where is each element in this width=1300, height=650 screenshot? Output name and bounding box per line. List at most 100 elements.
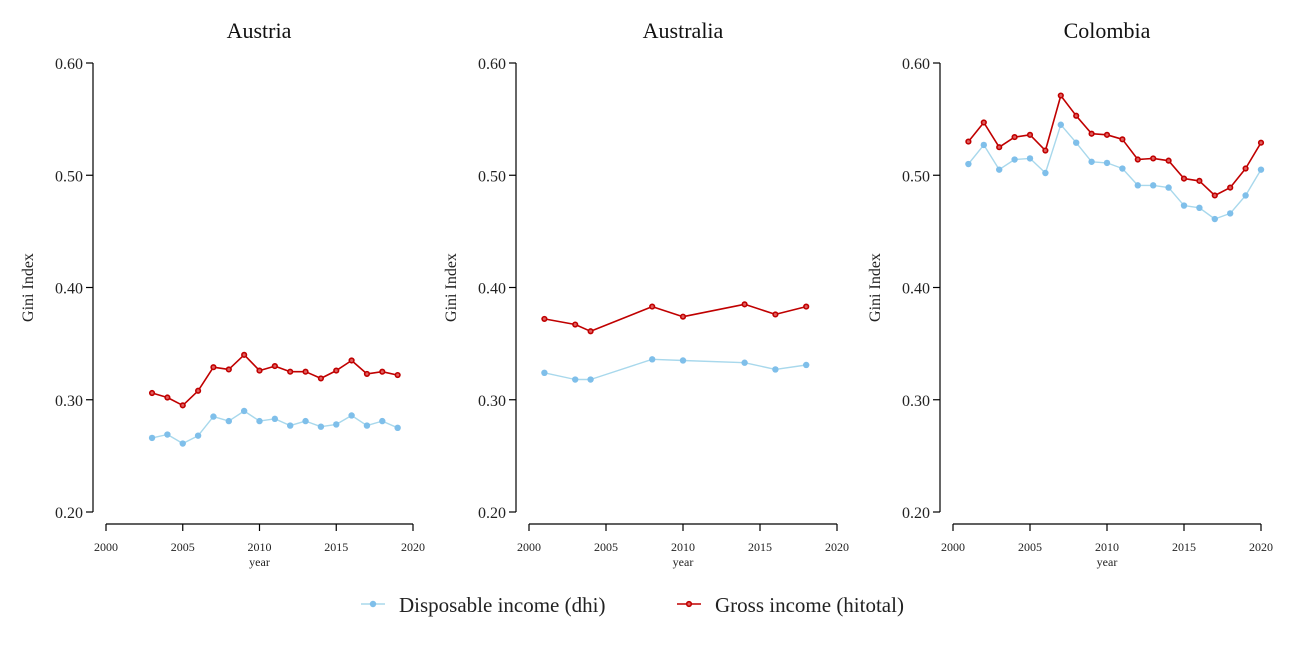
data-point [287,368,294,375]
panel-australia: Australia 0.20 0.30 0.40 0.50 0.60 Gini Index 2… [443,18,849,569]
data-point [317,375,325,382]
data-point [210,413,217,420]
data-point [179,440,186,447]
data-point [980,141,987,149]
data-point [1196,204,1203,212]
data-point [1242,165,1249,172]
data-point [741,301,748,308]
data-point [271,362,278,370]
data-point [1073,139,1080,146]
data-point [1011,133,1018,141]
data-point [1165,157,1172,164]
data-point [241,351,248,358]
data-point [164,394,171,401]
data-point [1180,202,1188,209]
data-point [240,407,248,415]
data-point [363,370,371,378]
data-point [256,417,263,425]
y-tick-label: 0.30 [478,393,506,410]
legend-marker [685,600,693,608]
data-point [1011,156,1018,163]
series-hitotal [541,301,810,335]
y-tick-label: 0.60 [478,56,506,73]
y-tick-label: 0.50 [902,168,930,185]
x-tick-label: 2000 [517,540,541,554]
data-point [1073,112,1080,119]
data-point [965,138,972,145]
data-point [1165,184,1172,191]
data-point [1150,155,1157,162]
data-point [1134,182,1142,189]
series-dhi [148,407,401,447]
data-point [1026,155,1034,162]
data-point [572,376,579,383]
y-tick-label: 0.20 [902,505,930,522]
panel-title: Colombia [1064,18,1151,43]
data-point [333,421,340,428]
x-tick-label: 2000 [94,540,118,554]
panel-austria: Austria 0.20 0.30 0.40 0.50 0.60 Gini Index 200… [20,18,425,569]
data-point [772,366,779,373]
data-point [741,359,748,366]
series-line [544,358,807,381]
data-point [803,361,810,369]
data-point [379,417,386,425]
series-hitotal [965,92,1265,199]
data-point [1042,169,1049,177]
data-point [317,423,325,430]
data-point [394,371,401,379]
legend-marker [369,600,377,608]
data-point [803,303,810,310]
x-tick-label: 2005 [1018,540,1042,554]
data-point [1088,130,1095,137]
data-point [1257,139,1265,146]
x-tick-label: 2020 [401,540,425,554]
y-axis-label: Gini Index [20,253,37,322]
data-point [1103,131,1111,138]
data-point [1088,158,1095,165]
x-tick-label: 2010 [1095,540,1119,554]
y-tick-label: 0.30 [55,393,83,410]
y-tick-label: 0.30 [902,393,930,410]
data-point [1026,131,1034,138]
data-point [1180,175,1188,182]
x-axis-label: year [1097,555,1118,569]
data-point [772,311,779,318]
data-point [287,422,294,429]
panel-title: Australia [643,18,724,43]
x-tick-label: 2010 [671,540,695,554]
data-point [1211,192,1218,199]
data-point [271,415,279,423]
data-point [1119,136,1126,143]
data-point [1103,159,1111,167]
y-axis-label: Gini Index [443,253,460,322]
data-point [649,303,656,310]
data-point [256,367,263,374]
data-point [363,422,371,429]
data-point [148,389,156,397]
legend-label: Gross income (hitotal) [715,593,904,617]
data-point [587,376,594,383]
data-point [1227,184,1234,191]
x-tick-label: 2000 [941,540,965,554]
data-point [996,166,1003,173]
legend-item-hitotal: Gross income (hitotal) [677,593,904,617]
legend-label: Disposable income (dhi) [399,593,605,617]
series-line [967,94,1262,197]
x-tick-label: 2010 [248,540,272,554]
y-axis-label: Gini Index [867,253,884,322]
x-tick-label: 2015 [324,540,348,554]
data-point [679,313,687,320]
x-axis-label: year [673,555,694,569]
data-point [1242,192,1249,199]
x-tick-label: 2005 [171,540,195,554]
data-point [1196,177,1203,184]
y-tick-label: 0.50 [478,168,506,185]
y-tick-label: 0.40 [478,281,506,298]
data-point [572,321,579,328]
legend-item-dhi: Disposable income (dhi) [361,593,605,617]
y-tick-label: 0.60 [55,56,83,73]
data-point [1257,166,1265,173]
data-point [587,328,594,335]
